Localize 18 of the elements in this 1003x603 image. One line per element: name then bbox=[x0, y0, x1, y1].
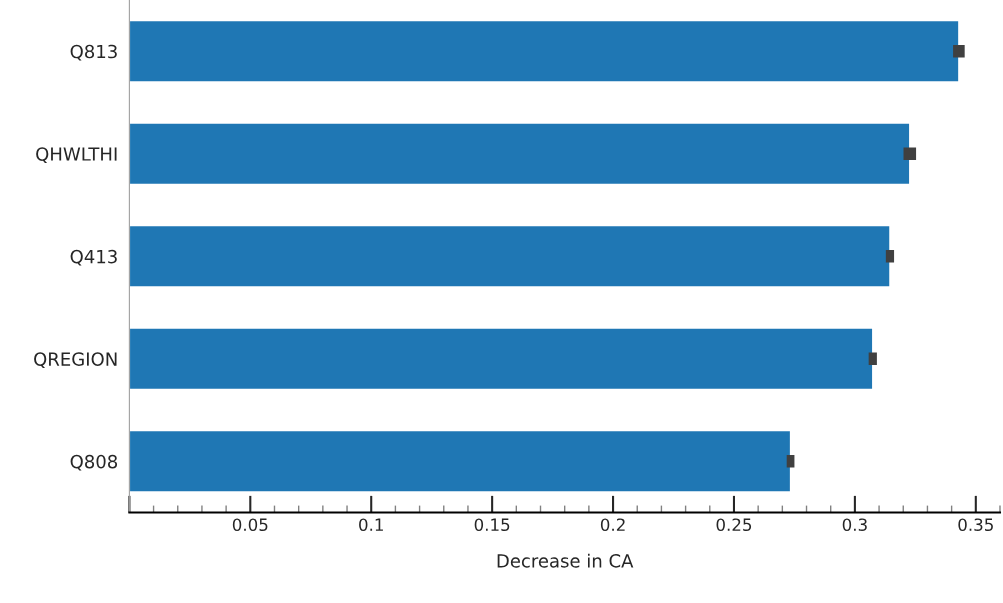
bar bbox=[129, 429, 792, 493]
x-tick-label: 0.2 bbox=[600, 518, 625, 532]
x-tick-label: 0.3 bbox=[842, 518, 867, 532]
y-tick-label: QREGION bbox=[34, 352, 117, 368]
bar bbox=[129, 224, 891, 288]
x-tick-label: 0.05 bbox=[232, 518, 268, 532]
y-tick-label: Q808 bbox=[70, 454, 118, 471]
bar bbox=[129, 19, 960, 83]
x-axis-title: Decrease in CA bbox=[497, 553, 634, 568]
x-tick-label: 0.15 bbox=[474, 518, 510, 532]
bar bbox=[129, 327, 874, 391]
x-tick-label: 0.35 bbox=[958, 518, 993, 532]
y-tick-label: QHWLTHI bbox=[36, 147, 117, 163]
x-tick-label: 0.1 bbox=[359, 518, 383, 532]
y-tick-label: Q813 bbox=[70, 44, 117, 61]
y-tick-label: Q413 bbox=[70, 249, 117, 266]
x-tick-label: 0.25 bbox=[716, 518, 752, 532]
bar bbox=[129, 122, 911, 186]
